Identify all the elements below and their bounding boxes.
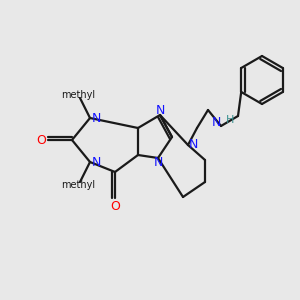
Text: methyl: methyl <box>61 180 95 190</box>
Text: N: N <box>153 157 163 169</box>
Text: N: N <box>211 116 221 130</box>
Text: H: H <box>226 115 234 125</box>
Text: O: O <box>36 134 46 146</box>
Text: N: N <box>155 103 165 116</box>
Text: O: O <box>110 200 120 212</box>
Text: N: N <box>91 155 101 169</box>
Text: methyl: methyl <box>61 90 95 100</box>
Text: N: N <box>91 112 101 124</box>
Text: N: N <box>188 139 198 152</box>
